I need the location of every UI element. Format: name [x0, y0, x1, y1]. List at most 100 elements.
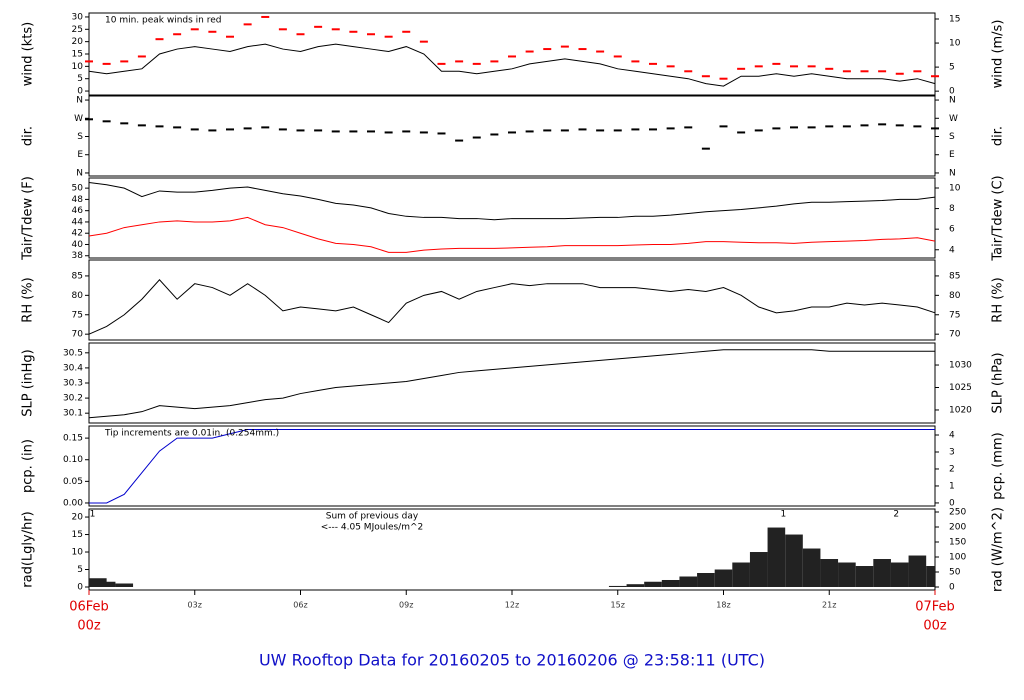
- y-tick-label: 0.00: [63, 498, 83, 508]
- marker-label: 1: [90, 510, 96, 520]
- x-tick-label: 21z: [822, 601, 836, 610]
- y2-tick-label: 85: [949, 271, 960, 281]
- y-tick-label: 30.5: [63, 348, 83, 358]
- bar: [890, 562, 909, 587]
- y-tick-label: 0.10: [63, 455, 83, 465]
- y-axis-label: RH (%): [21, 277, 36, 322]
- plot-frame: [88, 425, 936, 507]
- x-tick-label: 09z: [399, 601, 413, 610]
- y-tick-label: 25: [72, 25, 83, 35]
- bar: [908, 555, 927, 587]
- y-tick-label: W: [74, 114, 83, 124]
- y-axis-label: dir.: [21, 126, 36, 146]
- y2-axis-label: SLP (hPa): [991, 352, 1006, 413]
- y2-tick-label: 250: [949, 508, 966, 518]
- data-line: [88, 43, 936, 87]
- x-tick-label: 18z: [716, 601, 730, 610]
- y2-axis-label: pcp. (mm): [991, 432, 1006, 499]
- bar: [820, 559, 839, 587]
- y-tick-label: 0.05: [63, 477, 83, 487]
- y-tick-label: 0: [77, 87, 83, 97]
- data-line: [88, 279, 936, 335]
- bar: [873, 559, 891, 587]
- x-tick-label: 00z: [923, 619, 947, 634]
- y2-tick-label: 2: [949, 464, 955, 474]
- y2-tick-label: 10: [949, 39, 961, 49]
- bar: [838, 562, 856, 587]
- y-tick-label: 20: [72, 37, 84, 47]
- y2-axis-label: dir.: [991, 126, 1006, 146]
- y-axis-label: rad(Lgly/hr): [21, 511, 36, 587]
- y2-tick-label: 4: [949, 431, 955, 441]
- y-tick-label: 70: [72, 330, 84, 340]
- y2-axis-label: RH (%): [991, 277, 1006, 322]
- bar: [732, 562, 750, 587]
- data-line: [88, 349, 935, 419]
- y-tick-label: 75: [72, 310, 83, 320]
- plot-frame: [88, 95, 936, 177]
- y2-tick-label: 100: [949, 553, 966, 563]
- marker-label: 2: [893, 510, 899, 520]
- bar: [767, 527, 786, 587]
- annotation: Sum of previous day: [326, 512, 419, 522]
- y-tick-label: 38: [72, 251, 84, 261]
- bar: [115, 583, 134, 587]
- data-line: [88, 182, 936, 221]
- y-tick-label: 30.3: [63, 379, 83, 389]
- chart-title: UW Rooftop Data for 20160205 to 20160206…: [259, 651, 765, 670]
- bar: [644, 581, 662, 587]
- x-date-label: 06Feb: [69, 600, 109, 615]
- y2-tick-label: E: [949, 150, 955, 160]
- y2-tick-label: 1025: [949, 383, 972, 393]
- y-tick-label: 10: [72, 62, 84, 72]
- y2-tick-label: 0: [949, 583, 955, 593]
- y-tick-label: 15: [72, 50, 83, 60]
- y-tick-label: 30.1: [63, 409, 83, 419]
- y-tick-label: 44: [72, 217, 84, 227]
- bar: [714, 569, 733, 587]
- y2-tick-label: 1020: [949, 405, 972, 415]
- y-tick-label: 30.4: [63, 363, 83, 373]
- y-tick-label: 30.2: [63, 394, 83, 404]
- y2-tick-label: 1: [949, 481, 955, 491]
- y-tick-label: 48: [72, 195, 84, 205]
- y-tick-label: S: [77, 132, 83, 142]
- x-tick-label: 03z: [188, 601, 202, 610]
- bar: [661, 579, 680, 587]
- marker-label: 1: [781, 510, 787, 520]
- x-tick-label: 06z: [293, 601, 307, 610]
- annotation: Tip increments are 0.01in. (0.254mm.): [104, 429, 279, 439]
- y2-tick-label: 0: [949, 498, 955, 508]
- x-tick-label: 12z: [505, 601, 519, 610]
- y-tick-label: N: [76, 96, 83, 106]
- y2-tick-label: 150: [949, 538, 966, 548]
- y2-axis-label: Tair/Tdew (C): [991, 175, 1006, 261]
- y-tick-label: 5: [77, 565, 83, 575]
- plot-frame: [88, 259, 936, 341]
- bar: [608, 585, 627, 587]
- bar: [855, 566, 874, 587]
- y2-tick-label: 80: [949, 291, 961, 301]
- y-tick-label: E: [77, 150, 83, 160]
- y2-tick-label: 15: [949, 15, 960, 25]
- y2-tick-label: 6: [949, 225, 955, 235]
- y-axis-label: pcp. (in): [21, 439, 36, 493]
- y2-tick-label: 5: [949, 63, 955, 73]
- y2-tick-label: 3: [949, 447, 955, 457]
- y-tick-label: 85: [72, 271, 83, 281]
- y-tick-label: 40: [72, 240, 84, 250]
- y-tick-label: 0.15: [63, 434, 83, 444]
- annotation: <--- 4.05 MJoules/m^2: [321, 523, 423, 533]
- y2-tick-label: 8: [949, 204, 955, 214]
- y2-tick-label: 75: [949, 310, 960, 320]
- y2-tick-label: N: [949, 96, 956, 106]
- bar: [802, 548, 821, 587]
- y-tick-label: 80: [72, 291, 84, 301]
- y-tick-label: 15: [72, 530, 83, 540]
- bar: [679, 576, 698, 587]
- bar: [926, 566, 935, 587]
- y2-tick-label: W: [949, 114, 958, 124]
- bar: [785, 534, 803, 587]
- y2-axis-label: wind (m/s): [991, 20, 1006, 89]
